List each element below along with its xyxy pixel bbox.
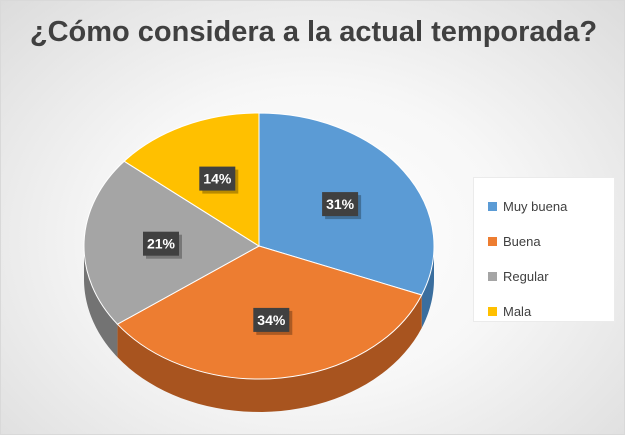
- data-label-regular: 21%: [143, 231, 182, 259]
- chart-title: ¿Cómo considera a la actual temporada?: [29, 16, 598, 48]
- data-label-mala: 14%: [199, 166, 239, 194]
- slice-mala: [123, 112, 260, 247]
- legend-swatch-regular: [488, 272, 497, 281]
- pie-labels: 31% 34% 21% 14%: [143, 166, 362, 335]
- data-label-box: [322, 192, 359, 217]
- data-label-text: 34%: [257, 312, 286, 328]
- legend-label-buena: Buena: [503, 234, 541, 249]
- data-label-buena: 34%: [253, 307, 293, 335]
- legend-swatch-buena: [488, 237, 497, 246]
- legend-label-mala: Mala: [503, 304, 532, 319]
- legend-item-buena: Buena: [488, 224, 614, 259]
- data-label-box: [253, 307, 290, 332]
- legend-swatch-muy-buena: [488, 202, 497, 211]
- data-label-text: 31%: [326, 196, 355, 212]
- pie-depth: [84, 246, 434, 412]
- pie-top: [83, 112, 435, 380]
- slice-side-regular: [84, 246, 118, 358]
- data-label-box: [199, 166, 236, 191]
- data-label-muy-buena: 31%: [322, 192, 362, 220]
- legend-item-regular: Regular: [488, 259, 614, 294]
- data-label-text: 21%: [147, 236, 176, 252]
- slice-side-muy-buena: [421, 246, 434, 328]
- data-label-box: [143, 231, 179, 256]
- legend-label-muy-buena: Muy buena: [503, 199, 568, 214]
- legend-label-regular: Regular: [503, 269, 549, 284]
- legend-item-mala: Mala: [488, 294, 614, 329]
- data-label-text: 14%: [203, 171, 232, 187]
- legend-item-muy-buena: Muy buena: [488, 189, 614, 224]
- legend: Muy buena Buena Regular Mala: [473, 177, 615, 322]
- slice-side-buena: [117, 294, 422, 412]
- legend-swatch-mala: [488, 307, 497, 316]
